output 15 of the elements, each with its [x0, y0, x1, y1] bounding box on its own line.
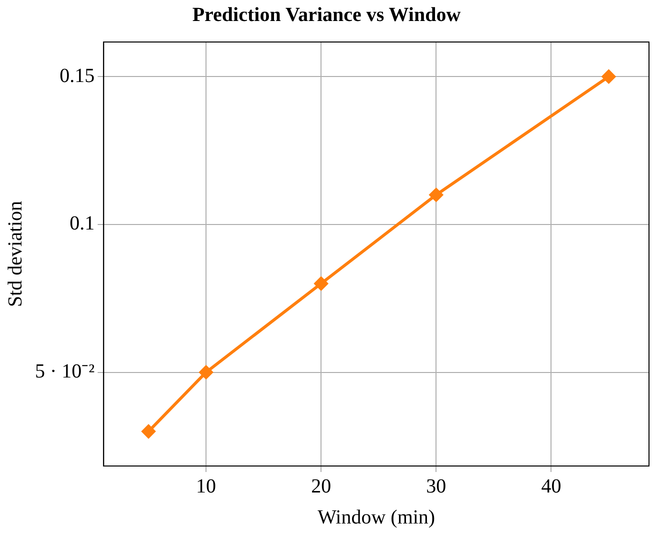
- x-tick-label: 30: [426, 475, 446, 498]
- x-axis-title: Window (min): [318, 506, 436, 528]
- y-tick-label: 5 · 10⁻²: [35, 360, 95, 383]
- x-tick-label: 10: [196, 475, 216, 498]
- y-axis-title: Std deviation: [4, 200, 26, 308]
- point: [199, 365, 214, 380]
- y-tick-label: 0.15: [60, 64, 95, 87]
- chart-title: Prediction Variance vs Window: [192, 4, 462, 26]
- point: [142, 424, 156, 438]
- point: [314, 276, 328, 291]
- x-tick-label: 40: [541, 475, 562, 498]
- point: [602, 70, 616, 84]
- x-tick-label: 20: [311, 475, 332, 498]
- y-tick-label: 0.1: [70, 212, 95, 235]
- point: [429, 188, 444, 202]
